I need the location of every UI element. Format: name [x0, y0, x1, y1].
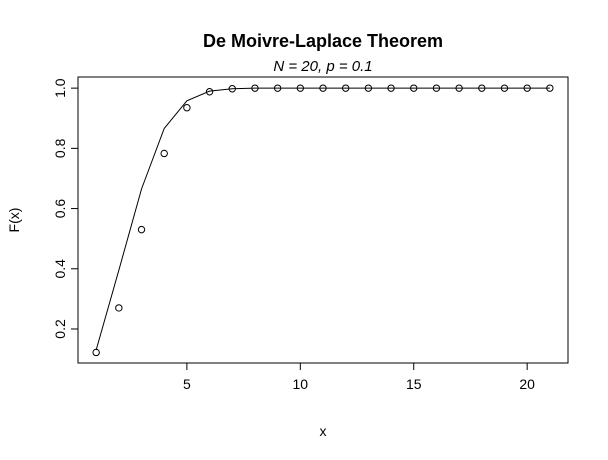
data-point — [546, 84, 554, 92]
y-tick-label: 0.8 — [52, 138, 68, 158]
y-tick-label: 1.0 — [52, 78, 68, 98]
data-point — [183, 104, 191, 112]
data-point — [228, 85, 236, 93]
data-point — [410, 84, 418, 92]
approximation-curve — [95, 87, 550, 351]
data-point — [523, 84, 531, 92]
data-point — [251, 84, 259, 92]
data-point — [432, 84, 441, 92]
chart-title: De Moivre-Laplace Theorem — [203, 31, 443, 51]
data-point — [296, 84, 305, 92]
chart-subtitle: N = 20, p = 0.1 — [273, 58, 372, 75]
y-tick-label: 0.2 — [52, 319, 68, 339]
x-axis-label: x — [320, 423, 327, 439]
data-point — [115, 304, 123, 312]
y-axis: 0.2 0.4 0.6 0.8 1.0 — [52, 78, 79, 339]
x-tick-label: 20 — [519, 376, 535, 392]
data-point — [319, 84, 327, 92]
data-point — [341, 84, 350, 92]
data-point — [387, 84, 395, 92]
normal-approximation-line — [95, 87, 550, 351]
data-point — [455, 84, 463, 92]
data-point — [478, 84, 486, 92]
data-point — [160, 149, 168, 158]
y-tick-label: 0.4 — [52, 259, 68, 279]
y-axis-label: F(x) — [6, 208, 22, 233]
plot-frame — [77, 76, 569, 364]
x-tick-label: 10 — [293, 376, 309, 392]
data-point — [273, 84, 282, 92]
x-tick-label: 15 — [406, 376, 422, 392]
data-point — [500, 84, 509, 92]
binomial-cdf-points — [92, 84, 554, 357]
data-point — [205, 88, 214, 96]
data-point — [137, 225, 146, 234]
x-axis: 5 10 15 20 — [183, 362, 535, 392]
data-point — [92, 348, 100, 357]
data-point — [364, 84, 373, 92]
y-tick-label: 0.6 — [52, 199, 68, 219]
x-tick-label: 5 — [183, 376, 191, 392]
